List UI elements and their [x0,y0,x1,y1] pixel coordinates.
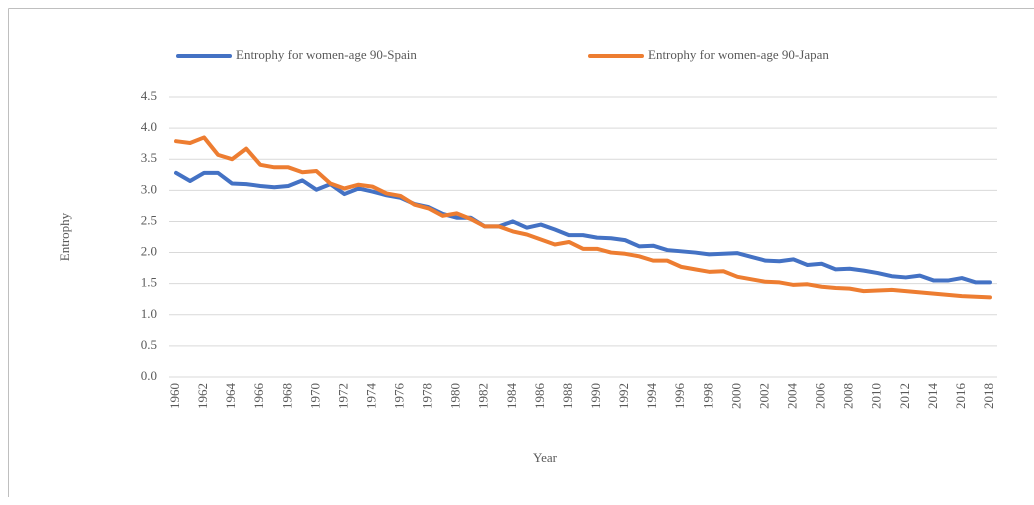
x-tick-label: 1996 [672,383,687,410]
y-tick-label: 4.0 [141,119,157,134]
x-tick-label: 2016 [953,383,968,410]
x-tick-label: 1982 [476,383,491,409]
x-tick-label: 1994 [644,383,659,410]
x-tick-label: 1962 [195,383,210,409]
x-tick-label: 1976 [392,383,407,410]
x-tick-label: 2012 [897,383,912,409]
y-tick-label: 0.0 [141,368,157,383]
x-tick-label: 1966 [251,383,266,410]
x-tick-label: 2004 [784,383,799,410]
y-tick-label: 1.0 [141,306,157,321]
x-tick-label: 1960 [167,383,182,409]
y-tick-label: 4.5 [141,88,157,103]
y-tick-label: 1.5 [141,275,157,290]
x-tick-label: 1974 [363,383,378,410]
x-tick-label: 2018 [981,383,996,409]
x-tick-label: 1978 [420,383,435,409]
x-tick-label: 1990 [588,383,603,409]
x-axis-label: Year [533,450,558,465]
x-tick-label: 1970 [307,383,322,409]
x-tick-label: 1964 [223,383,238,410]
y-tick-label: 3.5 [141,150,157,165]
x-tick-label: 2002 [756,383,771,409]
y-tick-label: 2.0 [141,244,157,259]
series-line [174,170,992,285]
x-tick-label: 1968 [279,383,294,409]
series-line [174,135,992,300]
x-tick-label: 2000 [728,383,743,409]
x-tick-label: 1998 [700,383,715,409]
x-tick-label: 1980 [448,383,463,409]
x-tick-label: 1984 [504,383,519,410]
x-tick-label: 2008 [841,383,856,409]
y-tick-label: 3.0 [141,181,157,196]
y-tick-label: 0.5 [141,337,157,352]
x-tick-label: 1992 [616,383,631,409]
y-axis-label: Entrophy [57,212,72,261]
x-tick-label: 2010 [869,383,884,409]
x-tick-label: 2006 [813,383,828,410]
legend-label: Entrophy for women-age 90-Japan [648,47,829,62]
y-tick-label: 2.5 [141,212,157,227]
x-tick-label: 1972 [335,383,350,409]
legend-label: Entrophy for women-age 90-Spain [236,47,417,62]
x-tick-label: 1988 [560,383,575,409]
x-tick-label: 1986 [532,383,547,410]
x-tick-label: 2014 [925,383,940,410]
